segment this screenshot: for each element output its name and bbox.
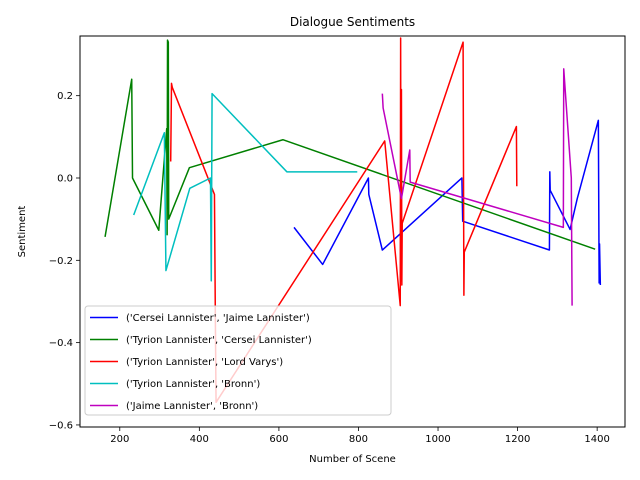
- chart-title: Dialogue Sentiments: [290, 15, 415, 29]
- legend-entry: ('Cersei Lannister', 'Jaime Lannister'): [126, 313, 310, 324]
- legend-entry: ('Jaime Lannister', 'Bronn'): [126, 401, 258, 412]
- legend-entry: ('Tyrion Lannister', 'Cersei Lannister'): [126, 335, 312, 346]
- y-axis-label: Sentiment: [17, 206, 28, 258]
- x-tick-label: 1400: [584, 434, 609, 445]
- y-tick-label: −0.4: [49, 338, 73, 349]
- x-tick-label: 1000: [425, 434, 450, 445]
- y-tick-label: 0.0: [57, 173, 73, 184]
- y-tick-label: −0.6: [49, 420, 73, 431]
- legend-box: [84, 305, 392, 416]
- plot-frame: [79, 35, 626, 428]
- series-line-3: [169, 37, 518, 404]
- x-tick-label: 400: [190, 434, 209, 445]
- x-tick-label: 1200: [505, 434, 530, 445]
- y-tick-label: 0.2: [57, 91, 73, 102]
- x-tick-label: 800: [349, 434, 368, 445]
- x-tick-label: 600: [269, 434, 288, 445]
- series-line-4: [132, 92, 358, 282]
- legend: ('Cersei Lannister', 'Jaime Lannister') (…: [84, 305, 392, 416]
- legend-entry: ('Tyrion Lannister', 'Lord Varys'): [126, 357, 283, 368]
- y-tick-label: −0.2: [49, 256, 73, 267]
- series-line-2: [104, 39, 596, 250]
- x-tick-label: 200: [110, 434, 129, 445]
- x-axis-ticks: 200 400 600 800 1000 1200 1400: [110, 427, 610, 445]
- series-line-5: [381, 68, 573, 306]
- plot-lines: [104, 37, 602, 404]
- series-line-1: [293, 119, 602, 286]
- y-axis-ticks: −0.6 −0.4 −0.2 0.0 0.2: [49, 91, 80, 431]
- x-axis-label: Number of Scene: [309, 454, 396, 465]
- legend-entry: ('Tyrion Lannister', 'Bronn'): [126, 379, 260, 390]
